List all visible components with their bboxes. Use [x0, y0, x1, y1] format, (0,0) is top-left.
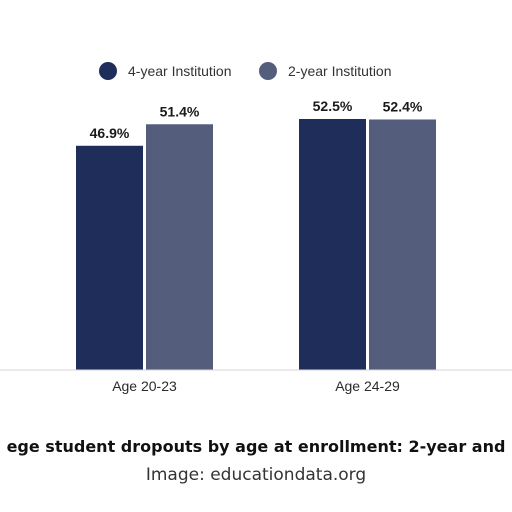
legend-label-four-year: 4-year Institution: [128, 63, 232, 79]
x-tick-labels: Age 20-23 Age 24-29: [112, 378, 400, 394]
data-label-four-year-1: 46.9%: [90, 125, 130, 141]
legend-label-two-year: 2-year Institution: [288, 63, 392, 79]
data-label-four-year-2: 52.5%: [313, 98, 353, 114]
data-label-two-year-1: 51.4%: [160, 103, 200, 119]
legend-swatch-two-year: [259, 62, 277, 80]
bar-two-year-2: [369, 119, 436, 371]
chart-legend: 4-year Institution 2-year Institution: [99, 62, 392, 80]
bar-four-year-2: [299, 119, 366, 370]
chart-caption-title-text: ege student dropouts by age at enrollmen…: [6, 437, 506, 456]
bar-two-year-1: [146, 124, 213, 370]
data-label-two-year-2: 52.4%: [383, 98, 423, 114]
chart-caption-title: ege student dropouts by age at enrollmen…: [0, 437, 512, 456]
bar-four-year-1: [76, 145, 143, 370]
x-tick-label-1: Age 20-23: [112, 378, 177, 394]
legend-swatch-four-year: [99, 62, 117, 80]
x-tick-label-2: Age 24-29: [335, 378, 400, 394]
bars-group: [76, 119, 436, 371]
chart-caption-credit: Image: educationdata.org: [145, 465, 367, 485]
data-labels-group: 46.9% 51.4% 52.5% 52.4%: [90, 98, 423, 141]
